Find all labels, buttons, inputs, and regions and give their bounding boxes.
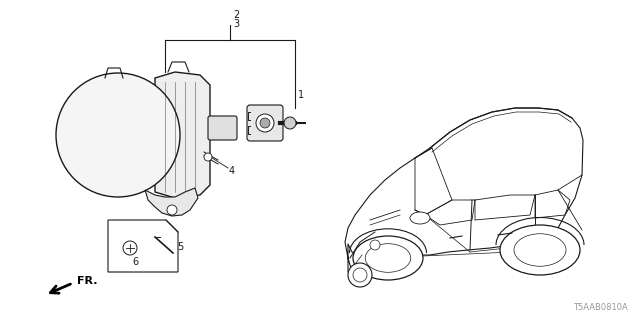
Text: 3: 3	[233, 19, 239, 29]
Circle shape	[123, 241, 137, 255]
Ellipse shape	[500, 225, 580, 275]
Text: FR.: FR.	[77, 276, 97, 286]
Circle shape	[167, 205, 177, 215]
Text: 1: 1	[298, 90, 304, 100]
Circle shape	[204, 153, 212, 161]
Text: 4: 4	[229, 166, 235, 176]
Circle shape	[56, 73, 180, 197]
FancyBboxPatch shape	[208, 116, 237, 140]
Polygon shape	[155, 72, 210, 198]
Text: T5AAB0810A: T5AAB0810A	[573, 303, 628, 312]
Ellipse shape	[353, 236, 423, 280]
Circle shape	[260, 118, 270, 128]
FancyBboxPatch shape	[247, 105, 283, 141]
Circle shape	[348, 263, 372, 287]
Ellipse shape	[410, 212, 430, 224]
Text: 6: 6	[132, 257, 138, 267]
Circle shape	[256, 114, 274, 132]
Text: 2: 2	[233, 10, 239, 20]
Polygon shape	[145, 188, 198, 216]
Circle shape	[284, 117, 296, 129]
Circle shape	[370, 240, 380, 250]
Text: 5: 5	[177, 242, 183, 252]
